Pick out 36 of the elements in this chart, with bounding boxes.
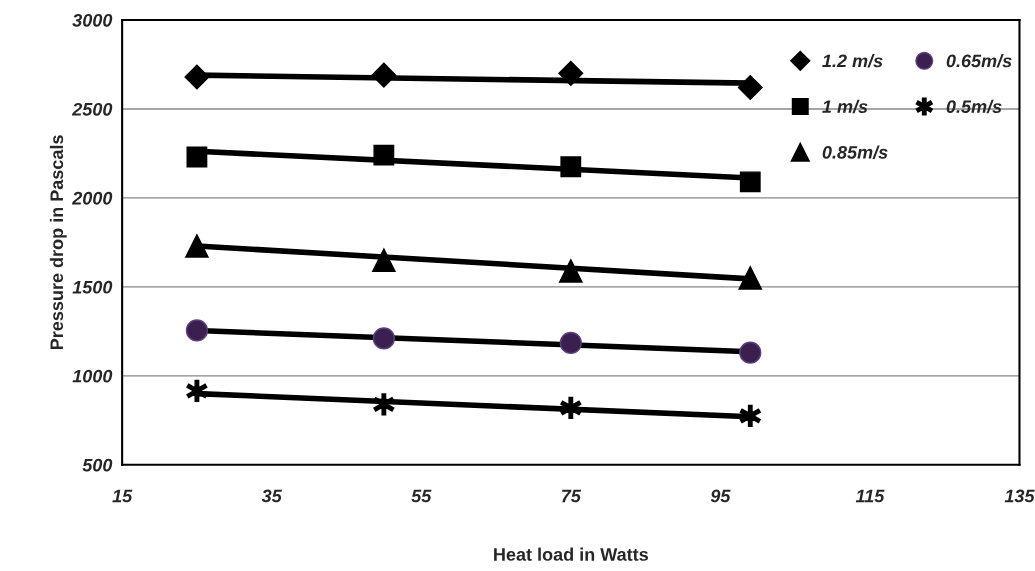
point	[371, 62, 397, 88]
x-tick-label: 75	[562, 489, 582, 503]
point	[738, 266, 763, 290]
point	[372, 248, 396, 272]
x-axis-title: Heat load in Watts	[494, 547, 648, 561]
y-tick-label: 3000	[72, 13, 113, 27]
x-tick-label: 115	[855, 489, 885, 503]
point	[559, 331, 582, 355]
point	[739, 171, 761, 193]
point	[373, 144, 395, 166]
x-tick-label: 55	[411, 489, 432, 503]
y-tick-label: 1500	[72, 280, 113, 294]
legend-label: 1.2 m/s	[822, 54, 883, 68]
point	[184, 64, 210, 90]
point	[739, 341, 762, 364]
point	[372, 327, 395, 350]
x-tick-label: 95	[710, 489, 731, 503]
y-axis-title: Pressure drop in Pascals	[49, 135, 67, 350]
y-tick-label: 2500	[71, 102, 113, 116]
point	[558, 60, 584, 86]
y-tick-label: 500	[82, 458, 113, 472]
point	[737, 75, 763, 101]
point	[185, 234, 209, 258]
legend-label: 1 m/s	[822, 99, 868, 114]
legend-label: 0.65m/s	[946, 54, 1012, 68]
x-tick-label: 15	[112, 489, 133, 503]
point	[560, 156, 582, 178]
x-tick-label: 135	[1004, 489, 1035, 503]
y-tick-label: 1000	[72, 369, 113, 383]
x-tick-label: 35	[261, 489, 282, 503]
legend-label: 0.85m/s	[822, 145, 888, 159]
point	[186, 146, 208, 168]
legend-label: 0.5m/s	[946, 99, 1002, 114]
point	[558, 259, 583, 283]
point	[185, 319, 209, 342]
y-tick-label: 2000	[71, 191, 113, 205]
